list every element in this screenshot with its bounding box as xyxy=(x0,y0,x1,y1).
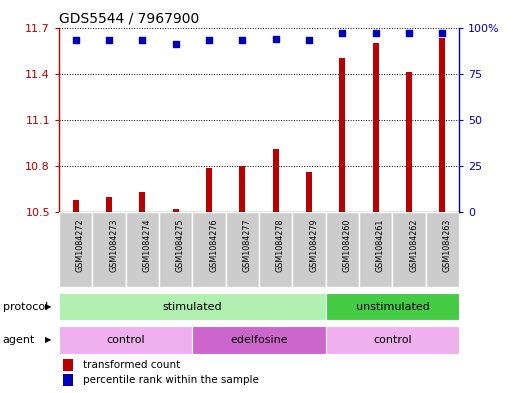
Bar xyxy=(273,149,279,212)
Point xyxy=(305,37,313,44)
Text: GSM1084274: GSM1084274 xyxy=(143,218,151,272)
Text: control: control xyxy=(373,335,412,345)
Text: edelfosine: edelfosine xyxy=(230,335,288,345)
Bar xyxy=(140,192,145,212)
Point xyxy=(71,37,80,44)
Text: ▶: ▶ xyxy=(45,336,51,344)
Point xyxy=(138,37,146,44)
Bar xyxy=(63,359,73,371)
Text: protocol: protocol xyxy=(3,301,48,312)
Bar xyxy=(326,293,459,320)
Text: transformed count: transformed count xyxy=(83,360,180,370)
Text: agent: agent xyxy=(3,335,35,345)
Bar xyxy=(192,212,226,287)
Text: GSM1084278: GSM1084278 xyxy=(276,218,285,272)
Text: GSM1084277: GSM1084277 xyxy=(242,218,251,272)
Bar xyxy=(173,209,179,212)
Text: GSM1084273: GSM1084273 xyxy=(109,218,118,272)
Bar xyxy=(226,212,259,287)
Bar xyxy=(73,200,78,212)
Text: GSM1084262: GSM1084262 xyxy=(409,218,418,272)
Text: GSM1084263: GSM1084263 xyxy=(442,218,451,272)
Point xyxy=(405,30,413,36)
Text: GDS5544 / 7967900: GDS5544 / 7967900 xyxy=(59,12,199,26)
Point xyxy=(438,30,446,36)
Bar xyxy=(240,166,245,212)
Bar xyxy=(259,212,292,287)
Point xyxy=(238,37,246,44)
Bar xyxy=(192,326,326,354)
Bar xyxy=(159,212,192,287)
Bar xyxy=(63,374,73,386)
Point xyxy=(205,37,213,44)
Bar xyxy=(440,38,445,212)
Bar xyxy=(292,212,326,287)
Point xyxy=(105,37,113,44)
Point xyxy=(338,30,346,36)
Bar xyxy=(59,293,326,320)
Bar xyxy=(126,212,159,287)
Bar xyxy=(106,197,112,212)
Text: GSM1084261: GSM1084261 xyxy=(376,218,385,272)
Bar xyxy=(359,212,392,287)
Text: GSM1084260: GSM1084260 xyxy=(343,218,351,272)
Bar xyxy=(373,43,379,212)
Text: ▶: ▶ xyxy=(45,302,51,311)
Text: stimulated: stimulated xyxy=(163,301,222,312)
Point xyxy=(271,35,280,42)
Bar xyxy=(206,167,212,212)
Bar xyxy=(59,212,92,287)
Bar xyxy=(426,212,459,287)
Bar xyxy=(326,326,459,354)
Point xyxy=(171,41,180,47)
Bar xyxy=(326,212,359,287)
Bar xyxy=(340,58,345,212)
Bar xyxy=(392,212,426,287)
Text: GSM1084272: GSM1084272 xyxy=(76,218,85,272)
Text: unstimulated: unstimulated xyxy=(356,301,429,312)
Bar xyxy=(306,172,312,212)
Point xyxy=(371,30,380,36)
Bar xyxy=(59,326,192,354)
Bar xyxy=(406,72,412,212)
Text: GSM1084279: GSM1084279 xyxy=(309,218,318,272)
Text: percentile rank within the sample: percentile rank within the sample xyxy=(83,375,259,385)
Text: GSM1084275: GSM1084275 xyxy=(175,218,185,272)
Text: control: control xyxy=(106,335,145,345)
Text: GSM1084276: GSM1084276 xyxy=(209,218,218,272)
Bar xyxy=(92,212,126,287)
